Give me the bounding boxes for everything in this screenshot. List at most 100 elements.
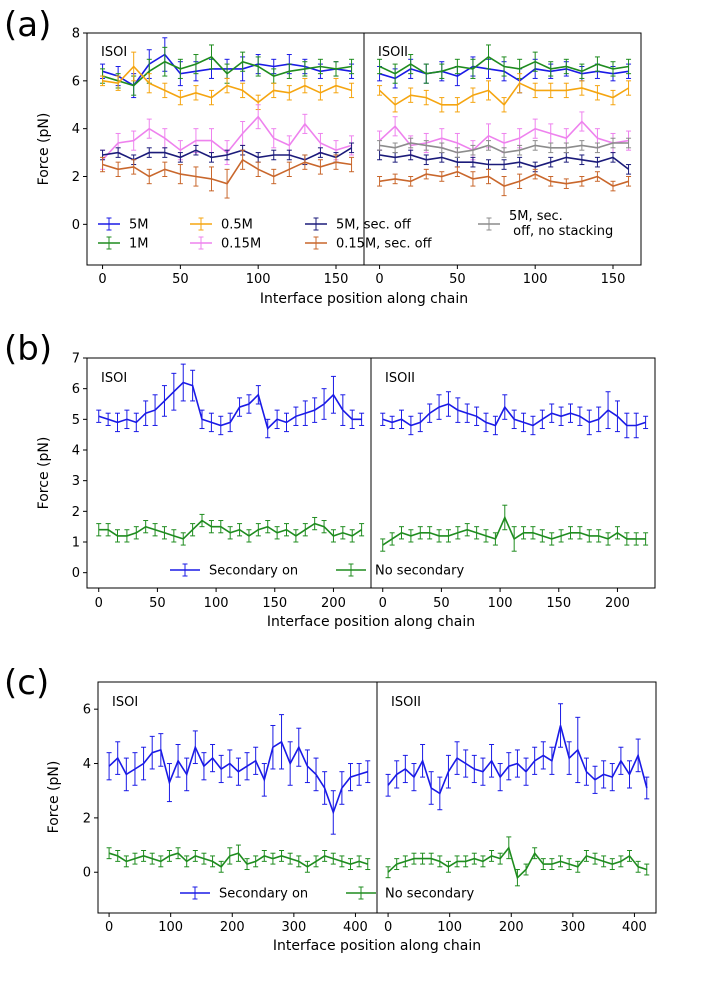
x-tick-label: 0 <box>95 596 103 611</box>
y-tick-label: 6 <box>83 703 91 718</box>
y-tick-label: 1 <box>72 536 80 551</box>
panel-letter: (b) <box>4 329 52 369</box>
series-no-secondary <box>96 513 365 546</box>
y-tick-label: 7 <box>72 352 80 367</box>
x-axis-label: Interface position along chain <box>273 938 481 954</box>
x-tick-label: 100 <box>158 920 183 935</box>
series-0-15m-sec-off <box>377 166 632 197</box>
legend-label: 0.5M <box>221 218 253 233</box>
y-tick-label: 3 <box>72 474 80 489</box>
isoi-label: ISOI <box>101 45 127 60</box>
panel-c: (c) ISOI ISOII Interface position along … <box>4 663 657 954</box>
x-axis-label: Interface position along chain <box>260 291 468 307</box>
y-axis-label: Force (pN) <box>36 113 52 186</box>
legend-item: Secondary on <box>180 886 308 902</box>
x-tick-label: 0 <box>379 596 387 611</box>
plot-frame-right <box>376 681 657 914</box>
legend-label: 5M, sec. off, no stacking <box>509 209 613 239</box>
y-axis-label: Force (pN) <box>46 761 62 834</box>
x-tick-label: 400 <box>343 920 368 935</box>
y-tick-label: 0 <box>72 218 80 233</box>
x-tick-label: 150 <box>262 596 287 611</box>
series-0-15m-sec-off <box>100 149 355 199</box>
plot-frame-right <box>370 357 656 589</box>
isoii-label: ISOII <box>391 695 421 710</box>
x-axis-label: Interface position along chain <box>267 614 475 630</box>
x-tick-label: 50 <box>149 596 166 611</box>
series-no-secondary <box>385 836 650 887</box>
x-tick-label: 100 <box>523 272 548 287</box>
legend-item: 5M, sec. off, no stacking <box>478 209 613 239</box>
x-tick-label: 0 <box>105 920 113 935</box>
plot-frame-right <box>363 32 642 266</box>
legend-label: No secondary <box>375 564 464 579</box>
legend-item: 0.15M <box>190 236 261 252</box>
legend-item: 0.15M, sec. off <box>305 236 433 252</box>
series-no-secondary <box>106 844 371 873</box>
y-tick-label: 0 <box>83 866 91 881</box>
x-tick-label: 200 <box>220 920 245 935</box>
y-tick-label: 4 <box>83 757 91 772</box>
legend-label: 1M <box>129 237 149 252</box>
x-tick-label: 150 <box>324 272 349 287</box>
series-secondary-on <box>385 703 650 811</box>
y-tick-label: 5 <box>72 413 80 428</box>
x-tick-label: 100 <box>246 272 271 287</box>
y-tick-label: 2 <box>72 505 80 520</box>
y-tick-label: 4 <box>72 122 80 137</box>
legend: Secondary on No secondary <box>180 886 474 902</box>
legend-label: No secondary <box>385 887 474 902</box>
y-axis-label: Force (pN) <box>36 437 52 510</box>
legend-item: No secondary <box>346 886 474 902</box>
legend-item: 1M <box>98 236 149 252</box>
x-tick-label: 100 <box>488 596 513 611</box>
series-secondary-on <box>96 363 365 439</box>
series-1m <box>100 44 355 96</box>
legend-label: 5M, sec. off <box>336 218 412 233</box>
series-1m <box>377 44 632 84</box>
y-tick-label: 4 <box>72 444 80 459</box>
x-tick-label: 150 <box>546 596 571 611</box>
y-tick-label: 8 <box>72 27 80 42</box>
y-tick-label: 2 <box>72 170 80 185</box>
legend-label: 5M <box>129 218 149 233</box>
legend-label: Secondary on <box>209 564 298 579</box>
x-tick-label: 0 <box>375 272 383 287</box>
legend-label: 0.15M, sec. off <box>336 237 433 252</box>
x-tick-label: 0 <box>98 272 106 287</box>
panel-a: (a) ISOI ISOII Interface position along … <box>4 5 642 307</box>
legend-item: 0.5M <box>190 217 253 233</box>
legend: 5M 1M 0.5M 0.15M 5M, sec. off 0.15M, sec. off… <box>98 209 613 252</box>
x-tick-label: 200 <box>499 920 524 935</box>
series-secondary-on <box>106 714 371 835</box>
series-0-5m <box>100 51 355 111</box>
x-tick-label: 150 <box>601 272 626 287</box>
x-tick-label: 300 <box>560 920 585 935</box>
x-tick-label: 0 <box>384 920 392 935</box>
isoii-label: ISOII <box>378 45 408 60</box>
x-tick-label: 200 <box>321 596 346 611</box>
series-0-5m <box>377 73 632 113</box>
legend-item: No secondary <box>336 563 464 579</box>
y-tick-label: 0 <box>72 566 80 581</box>
legend-label: Secondary on <box>219 887 308 902</box>
panel-letter: (c) <box>4 663 49 703</box>
x-tick-label: 100 <box>437 920 462 935</box>
legend-item: 5M <box>98 217 149 233</box>
isoi-label: ISOI <box>101 371 127 386</box>
series-5m-sec-off-no-stacking <box>377 137 632 158</box>
plot-frame-left <box>86 357 372 589</box>
series-secondary-on <box>380 391 649 439</box>
panel-letter: (a) <box>4 5 51 45</box>
legend-item: Secondary on <box>170 563 298 579</box>
y-tick-label: 2 <box>83 811 91 826</box>
x-tick-label: 300 <box>281 920 306 935</box>
plot-frame-left <box>97 681 378 914</box>
y-tick-label: 6 <box>72 382 80 397</box>
x-tick-label: 100 <box>204 596 229 611</box>
legend-label: 0.15M <box>221 237 261 252</box>
isoii-label: ISOII <box>385 371 415 386</box>
x-tick-label: 50 <box>433 596 450 611</box>
isoi-label: ISOI <box>112 695 138 710</box>
